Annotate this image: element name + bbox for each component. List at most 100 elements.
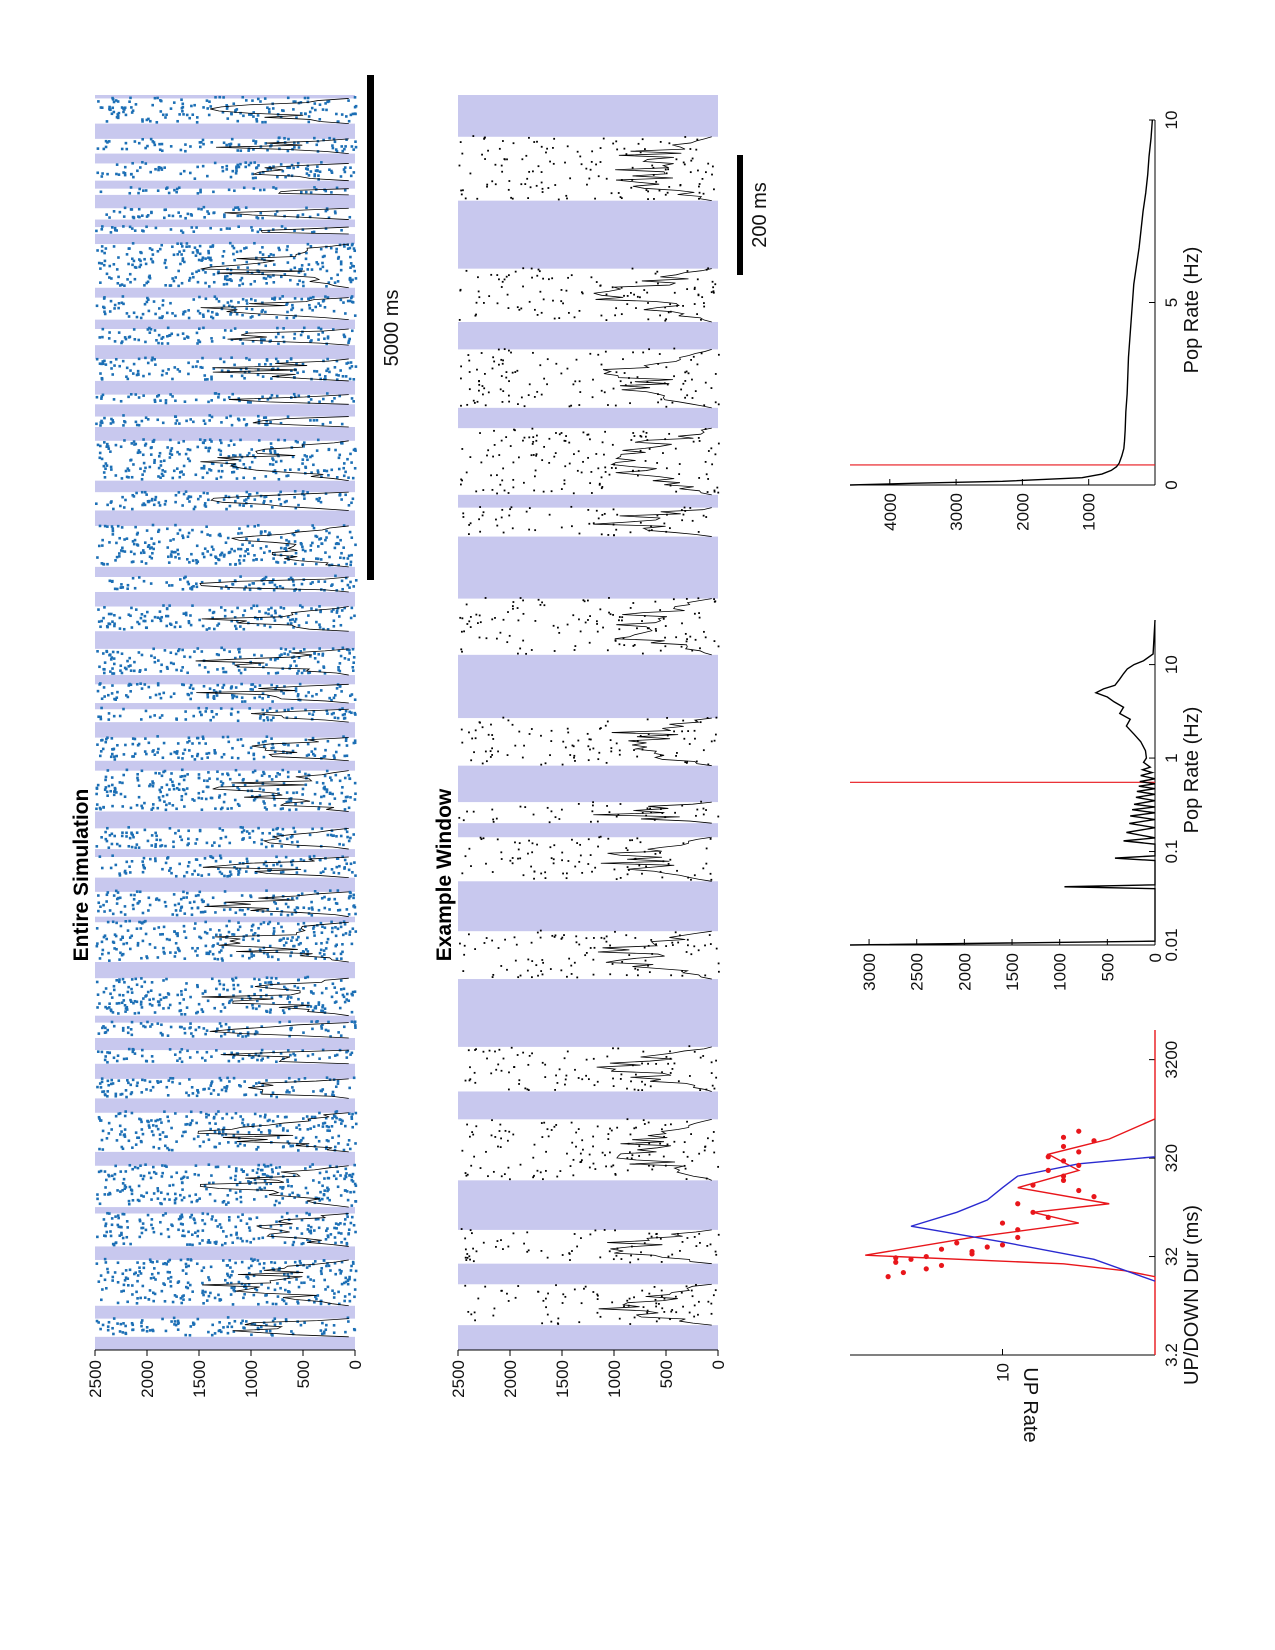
spike (301, 545, 304, 549)
spike (146, 361, 150, 365)
spike (221, 945, 225, 949)
spike (110, 776, 114, 779)
spike (182, 1294, 185, 1297)
spike (147, 741, 151, 745)
spike (335, 476, 339, 479)
spike (183, 337, 186, 340)
spike (302, 648, 306, 651)
spike (345, 744, 349, 747)
spike (128, 1268, 132, 1272)
spike (166, 1115, 169, 1119)
spike (206, 378, 209, 381)
spike (344, 1124, 347, 1128)
spike (323, 375, 327, 378)
spike (132, 897, 136, 901)
spike (205, 1029, 209, 1032)
spike (320, 1266, 324, 1270)
spike (115, 754, 118, 758)
spike (300, 1281, 303, 1285)
spike (264, 264, 268, 268)
spike (141, 1226, 145, 1230)
spike (293, 489, 297, 493)
spike (262, 1262, 266, 1265)
spike (322, 1193, 326, 1196)
spike (156, 806, 160, 810)
spike (319, 304, 322, 307)
spike (99, 281, 102, 284)
spike (142, 1174, 146, 1178)
spike (110, 996, 114, 999)
spike (147, 1124, 151, 1127)
spike (244, 1320, 248, 1323)
spike (269, 1008, 272, 1012)
spike (200, 757, 204, 760)
down-state-band (95, 962, 355, 979)
spike (270, 996, 274, 999)
spike (139, 1139, 143, 1143)
spike (296, 922, 300, 926)
spike (326, 833, 330, 837)
spike (306, 458, 309, 462)
spike (325, 469, 329, 473)
spike (128, 865, 131, 868)
spike (207, 751, 211, 755)
down-state-band (95, 153, 355, 164)
spike (322, 949, 326, 952)
spike (118, 896, 122, 900)
spike (191, 365, 195, 369)
spike (159, 1080, 163, 1083)
spike (291, 936, 294, 939)
spike (204, 271, 207, 274)
spike (157, 1003, 161, 1007)
spike (350, 501, 353, 505)
spike (317, 1003, 321, 1006)
spike (233, 1286, 236, 1289)
spike (177, 648, 181, 651)
spike (344, 1174, 347, 1178)
spike (201, 164, 205, 168)
spike (334, 1222, 338, 1225)
spike (144, 1228, 148, 1232)
spike (119, 1170, 123, 1173)
spike (150, 1023, 154, 1026)
spike (347, 868, 351, 872)
spike (158, 610, 162, 613)
spike (103, 910, 106, 913)
spike (187, 316, 191, 320)
spike (204, 378, 207, 381)
spike (222, 283, 226, 286)
spike (344, 1167, 348, 1171)
spike (159, 790, 163, 794)
spike (317, 1124, 320, 1127)
spike (343, 188, 347, 192)
spike (115, 696, 119, 699)
spike (111, 783, 114, 787)
spike (229, 1293, 233, 1296)
spike (347, 1228, 351, 1232)
spike (253, 476, 256, 480)
spike (351, 927, 355, 931)
spike (336, 716, 340, 720)
spike (159, 460, 163, 463)
spike (109, 1008, 113, 1012)
spike (278, 839, 282, 843)
spike (312, 925, 316, 928)
spike (186, 212, 190, 216)
spike (321, 1321, 324, 1325)
spike (277, 477, 281, 481)
spike (170, 1126, 173, 1130)
spike (198, 710, 202, 714)
spike (118, 1112, 122, 1115)
spike (309, 455, 312, 459)
spike (268, 462, 272, 466)
spike (166, 1034, 170, 1037)
down-state-band (95, 849, 355, 857)
spike (227, 1216, 231, 1219)
spike (166, 186, 169, 189)
spike (150, 981, 154, 984)
spike (337, 1142, 340, 1145)
spike (141, 229, 144, 232)
spike (104, 145, 108, 149)
spike (233, 1289, 236, 1293)
spike (308, 306, 312, 310)
